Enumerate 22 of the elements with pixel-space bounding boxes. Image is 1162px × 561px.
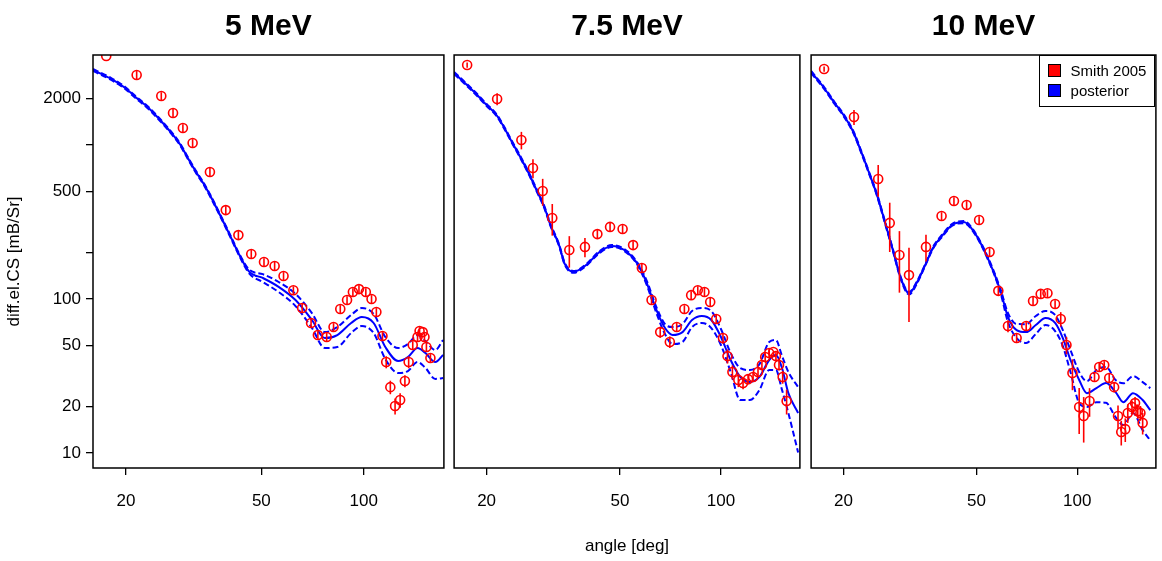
y-axis-title: diff.el.CS [mB/Sr] <box>3 196 23 327</box>
y-tick-label: 500 <box>52 181 81 201</box>
y-tick-label: 50 <box>62 335 81 355</box>
y-tick-label: 100 <box>52 288 81 308</box>
x-axis-title: angle [deg] <box>585 536 670 556</box>
x-tick-label: 20 <box>116 490 136 510</box>
x-tick-label: 100 <box>349 490 378 510</box>
x-tick-label: 20 <box>477 490 497 510</box>
chart-title: 5 MeV <box>225 8 312 42</box>
x-tick-label: 50 <box>966 490 986 510</box>
x-tick-label: 50 <box>251 490 271 510</box>
x-tick-label: 20 <box>833 490 853 510</box>
y-tick-label: 2000 <box>43 88 81 108</box>
y-tick-label: 20 <box>62 396 81 416</box>
chart-title: 10 MeV <box>931 8 1035 42</box>
legend-label: posterior <box>1070 82 1129 99</box>
x-tick-label: 100 <box>707 490 736 510</box>
y-tick-label: 10 <box>62 442 81 462</box>
x-tick-label: 50 <box>610 490 630 510</box>
legend-label: Smith 2005 <box>1070 62 1147 79</box>
x-tick-label: 100 <box>1062 490 1092 510</box>
chart-title: 7.5 MeV <box>571 8 684 42</box>
